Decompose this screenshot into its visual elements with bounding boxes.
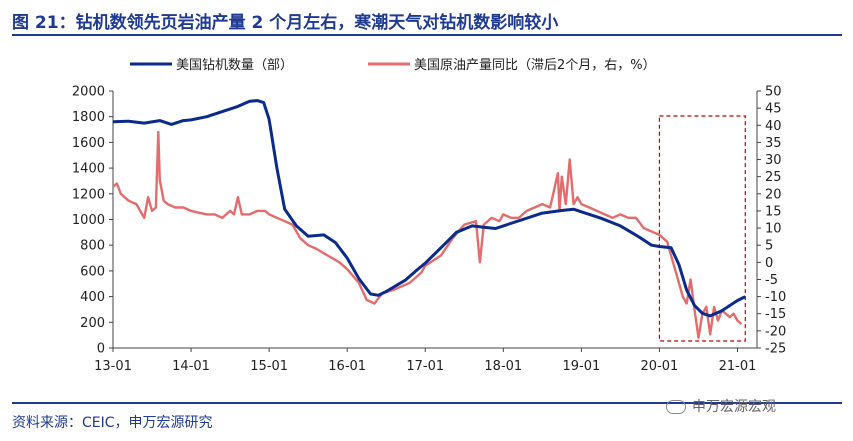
series-line-rig-count <box>112 99 746 318</box>
right-tick-label: 35 <box>765 136 782 151</box>
right-tick-label: -5 <box>765 273 778 288</box>
right-tick-label: 25 <box>765 170 782 185</box>
x-tick-label: 16-01 <box>328 359 366 374</box>
legend-oil-yoy-label: 美国原油产量同比（滞后2个月，右，%） <box>414 58 656 73</box>
left-tick-label: 600 <box>80 264 105 279</box>
right-tick-label: 15 <box>765 204 782 219</box>
left-tick-label: 1600 <box>72 136 105 151</box>
x-tick-label: 14-01 <box>172 359 210 374</box>
highlight-box <box>658 115 746 342</box>
left-tick-label: 200 <box>80 316 105 331</box>
right-tick-label: 45 <box>765 102 782 117</box>
left-tick-label: 800 <box>80 239 105 254</box>
series-line-oil-yoy <box>112 130 743 339</box>
right-tick-label: -10 <box>765 290 786 305</box>
left-tick-label: 400 <box>80 290 105 305</box>
right-tick-label: -15 <box>765 307 786 322</box>
right-tick-label: 10 <box>765 222 782 237</box>
right-tick-label: 30 <box>765 153 782 168</box>
wechat-icon <box>666 400 686 414</box>
left-tick-label: 1400 <box>72 162 105 177</box>
x-tick-label: 18-01 <box>484 359 522 374</box>
left-tick-label: 2000 <box>72 85 105 100</box>
right-tick-label: 20 <box>765 187 782 202</box>
watermark: 申万宏源宏观 <box>666 396 776 416</box>
watermark-text: 申万宏源宏观 <box>692 399 776 415</box>
left-tick-label: 0 <box>97 342 105 357</box>
left-tick-label: 1000 <box>72 213 105 228</box>
left-tick-label: 1800 <box>72 110 105 125</box>
x-tick-label: 20-01 <box>641 359 679 374</box>
x-tick-label: 17-01 <box>406 359 444 374</box>
right-tick-label: -25 <box>765 342 786 357</box>
right-tick-label: 40 <box>765 119 782 134</box>
legend-rig-count-label: 美国钻机数量（部） <box>176 58 293 73</box>
chart-title: 图 21：钻机数领先页岩油产量 2 个月左右，寒潮天气对钻机数影响较小 <box>12 13 559 33</box>
footer-rule <box>12 402 842 404</box>
title-underline <box>12 34 842 36</box>
right-tick-label: -20 <box>765 324 786 339</box>
x-tick-label: 19-01 <box>562 359 600 374</box>
x-tick-label: 13-01 <box>94 359 132 374</box>
source-note: 资料来源：CEIC，申万宏源研究 <box>12 415 213 431</box>
right-tick-label: 50 <box>765 85 782 100</box>
x-tick-label: 15-01 <box>250 359 288 374</box>
right-tick-label: 0 <box>765 256 773 271</box>
right-tick-label: 5 <box>765 239 773 254</box>
x-tick-label: 21-01 <box>719 359 757 374</box>
left-tick-label: 1200 <box>72 187 105 202</box>
